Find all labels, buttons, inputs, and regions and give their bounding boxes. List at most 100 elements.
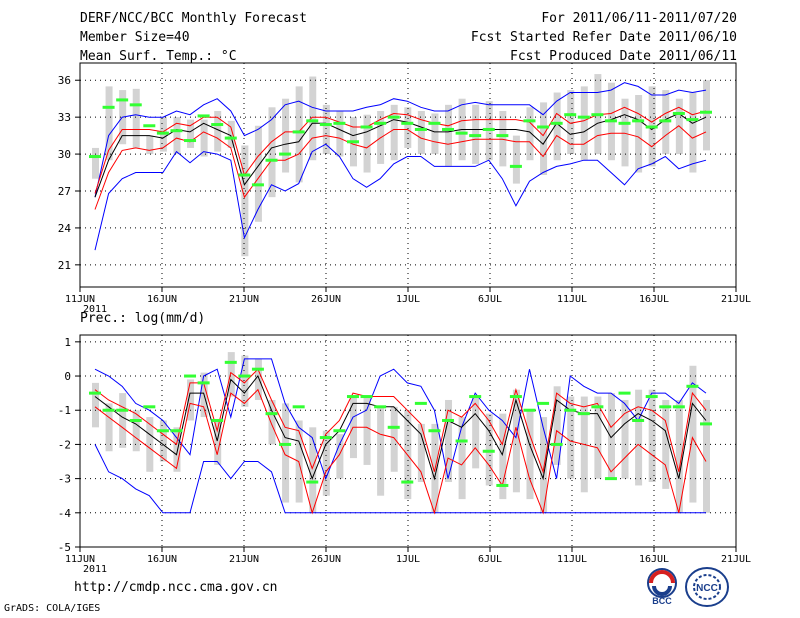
climate-mark — [319, 436, 332, 440]
climate-mark — [509, 395, 522, 399]
ensemble-box — [540, 417, 548, 513]
ensemble-box — [675, 399, 683, 513]
y-tick-label: -3 — [58, 473, 71, 486]
ensemble-box — [268, 107, 276, 198]
ensemble-box — [512, 389, 520, 493]
ensemble-box — [309, 76, 317, 161]
x-year-label: 2011 — [83, 564, 107, 575]
website-url[interactable]: http://cmdp.ncc.cma.gov.cn — [74, 580, 278, 595]
climate-mark — [279, 152, 292, 156]
climate-mark — [238, 374, 251, 378]
climate-mark — [374, 405, 387, 409]
climate-mark — [102, 105, 115, 109]
climate-mark — [360, 125, 373, 129]
min-line — [94, 444, 706, 514]
x-tick-label: 1JUL — [396, 554, 420, 565]
ensemble-box — [105, 86, 113, 161]
climate-mark — [279, 442, 292, 446]
spread-lower-line — [94, 125, 707, 210]
ensemble-box — [607, 393, 615, 479]
y-tick-label: 30 — [58, 148, 71, 161]
climate-mark — [238, 173, 251, 177]
ensemble-box — [621, 399, 629, 479]
ensemble-box — [200, 119, 208, 157]
ensemble-box — [458, 417, 466, 500]
climate-mark — [591, 113, 604, 117]
climate-mark — [401, 480, 414, 484]
climate-mark — [197, 381, 210, 385]
climate-mark — [116, 408, 129, 412]
y-tick-label: 21 — [58, 259, 71, 272]
climate-mark — [387, 425, 400, 429]
climate-mark — [414, 401, 427, 405]
climate-mark — [604, 477, 617, 481]
x-tick-label: 16JUN — [147, 554, 177, 565]
climate-mark — [401, 121, 414, 125]
y-tick-label: 33 — [58, 111, 71, 124]
climate-mark — [618, 391, 631, 395]
ensemble-box — [336, 111, 344, 157]
climate-mark — [455, 439, 468, 443]
climate-mark — [129, 418, 142, 422]
climate-mark — [156, 429, 169, 433]
ensemble-box — [445, 104, 453, 167]
x-tick-label: 16JUL — [639, 554, 669, 565]
climate-mark — [564, 113, 577, 117]
ensemble-box — [309, 427, 317, 513]
climate-mark — [469, 134, 482, 138]
climate-mark — [333, 429, 346, 433]
ensemble-box — [214, 111, 222, 152]
climate-mark — [224, 136, 237, 140]
y-tick-label: 36 — [58, 74, 71, 87]
ensemble-box — [635, 95, 643, 173]
ensemble-box — [187, 379, 195, 421]
climate-mark — [306, 480, 319, 484]
ensemble-box — [254, 358, 262, 400]
y-tick-label: -2 — [58, 438, 71, 451]
ensemble-box — [92, 147, 99, 179]
x-tick-label: 21JUL — [721, 294, 751, 305]
x-tick-label: 26JUN — [311, 554, 341, 565]
climate-mark — [686, 384, 699, 388]
climate-mark — [672, 111, 685, 115]
climate-mark — [197, 114, 210, 118]
climate-mark — [224, 360, 237, 364]
mean-line — [94, 112, 707, 198]
ensemble-box — [132, 410, 140, 452]
ensemble-box — [254, 125, 262, 222]
ensemble-box — [648, 389, 656, 483]
climate-mark — [143, 124, 156, 128]
ensemble-box — [703, 80, 710, 151]
climate-mark — [346, 140, 359, 144]
ensemble-box — [322, 104, 330, 155]
ensemble-box — [580, 86, 588, 161]
climate-mark — [414, 127, 427, 131]
ensemble-box — [295, 86, 303, 183]
climate-mark — [659, 119, 672, 123]
bcc-logo: BCC — [647, 568, 677, 606]
forecast-produced-date: Fcst Produced Date 2011/06/11 — [510, 49, 737, 64]
ensemble-box — [540, 102, 548, 175]
ensemble-box — [526, 107, 534, 161]
y-tick-label: 0 — [64, 370, 71, 383]
x-tick-label: 11JUL — [557, 294, 587, 305]
ensemble-box — [390, 406, 398, 472]
climate-mark — [428, 121, 441, 125]
x-tick-label: 16JUN — [147, 294, 177, 305]
climate-mark — [618, 121, 631, 125]
climate-mark — [102, 408, 115, 412]
y-tick-label: -5 — [58, 541, 71, 554]
x-tick-label: 11JUL — [557, 554, 587, 565]
climate-mark — [292, 405, 305, 409]
ensemble-box — [390, 104, 398, 161]
ensemble-box — [105, 403, 113, 452]
ensemble-box — [214, 420, 222, 465]
ensemble-box — [594, 396, 602, 479]
climate-mark — [319, 123, 332, 127]
climate-mark — [672, 405, 685, 409]
ncc-logo-text: NCC — [696, 583, 718, 594]
climate-mark — [455, 131, 468, 135]
climate-mark — [170, 429, 183, 433]
ensemble-box — [689, 92, 697, 173]
